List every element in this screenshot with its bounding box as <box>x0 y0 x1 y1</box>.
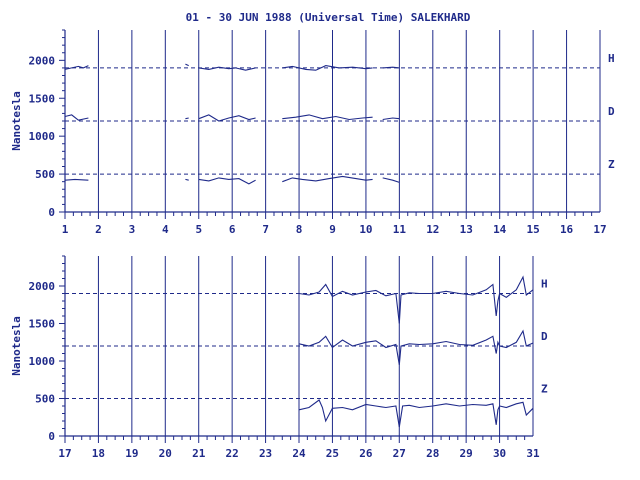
x-tick-label: 10 <box>359 223 372 236</box>
chart-title: 01 - 30 JUN 1988 (Universal Time) SALEKH… <box>186 11 471 24</box>
x-tick-label: 6 <box>229 223 236 236</box>
x-tick-label: 29 <box>460 447 473 460</box>
trace-z <box>64 178 89 181</box>
y-tick-label: 2000 <box>29 280 56 293</box>
x-tick-label: 21 <box>192 447 206 460</box>
x-tick-label: 26 <box>359 447 373 460</box>
trace-z <box>185 178 189 181</box>
component-label-h: H <box>608 52 615 65</box>
trace-z <box>198 177 256 185</box>
y-tick-label: 1000 <box>29 355 56 368</box>
trace-z <box>282 175 373 183</box>
x-tick-label: 2 <box>95 223 102 236</box>
x-tick-label: 16 <box>560 223 574 236</box>
x-tick-label: 25 <box>326 447 339 460</box>
y-tick-label: 1000 <box>29 130 56 143</box>
x-tick-label: 18 <box>92 447 105 460</box>
x-tick-label: 11 <box>393 223 407 236</box>
x-tick-label: 27 <box>393 447 406 460</box>
y-tick-label: 1500 <box>29 92 56 105</box>
y-tick-label: 2000 <box>29 54 56 67</box>
x-tick-label: 17 <box>58 447 71 460</box>
trace-d <box>282 114 373 121</box>
trace-h <box>298 275 534 324</box>
y-tick-label: 0 <box>48 206 55 219</box>
trace-d <box>64 114 89 121</box>
component-label-d: D <box>541 330 548 343</box>
x-tick-label: 9 <box>329 223 336 236</box>
trace-h <box>382 66 400 69</box>
x-tick-label: 30 <box>493 447 506 460</box>
x-tick-label: 12 <box>426 223 439 236</box>
x-tick-label: 4 <box>162 223 169 236</box>
x-tick-label: 8 <box>296 223 303 236</box>
trace-d <box>185 117 189 120</box>
y-tick-label: 1500 <box>29 318 56 331</box>
trace-d <box>298 329 534 365</box>
x-tick-label: 5 <box>195 223 202 236</box>
x-tick-label: 19 <box>125 447 138 460</box>
y-tick-label: 500 <box>35 393 55 406</box>
x-tick-label: 1 <box>62 223 69 236</box>
component-label-d: D <box>608 105 615 118</box>
panel-bottom: Nanotesla 0 500 1000 1500 2000 17 18 19 20 21 22 23 2… <box>10 255 548 460</box>
component-label-z: Z <box>608 158 615 171</box>
x-tick-label: 7 <box>262 223 269 236</box>
component-label-h: H <box>541 278 548 291</box>
x-tick-label: 3 <box>129 223 136 236</box>
trace-h <box>185 63 189 67</box>
x-tick-label: 23 <box>259 447 272 460</box>
component-label-z: Z <box>541 383 548 396</box>
trace-h <box>282 65 373 71</box>
x-tick-label: 17 <box>593 223 606 236</box>
y-axis-label: Nanotesla <box>10 91 23 151</box>
trace-z <box>298 399 534 428</box>
x-tick-label: 15 <box>527 223 540 236</box>
trace-d <box>198 114 256 122</box>
trace-d <box>382 117 400 121</box>
trace-h <box>64 65 89 70</box>
trace-h <box>198 66 256 71</box>
trace-z <box>382 177 400 183</box>
y-axis-label: Nanotesla <box>10 316 23 376</box>
x-tick-label: 24 <box>292 447 306 460</box>
x-tick-label: 20 <box>159 447 172 460</box>
x-tick-label: 22 <box>226 447 239 460</box>
y-tick-label: 500 <box>35 168 55 181</box>
x-tick-label: 13 <box>460 223 473 236</box>
x-tick-label: 14 <box>493 223 507 236</box>
x-tick-label: 31 <box>526 447 540 460</box>
x-tick-label: 28 <box>426 447 439 460</box>
y-tick-label: 0 <box>48 430 55 443</box>
